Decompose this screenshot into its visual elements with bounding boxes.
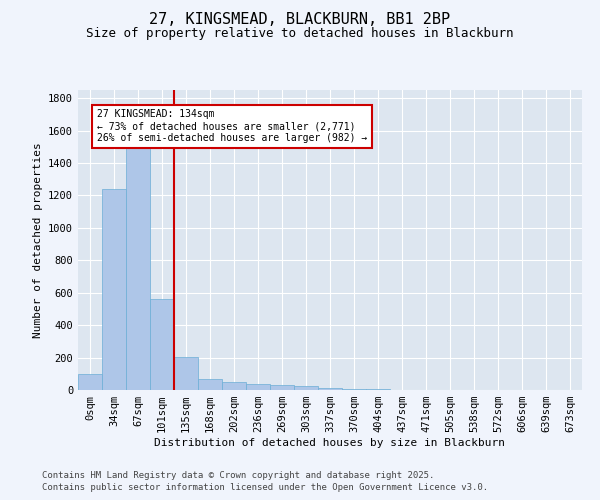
X-axis label: Distribution of detached houses by size in Blackburn: Distribution of detached houses by size … <box>155 438 505 448</box>
Bar <box>222 382 246 390</box>
Text: 27, KINGSMEAD, BLACKBURN, BB1 2BP: 27, KINGSMEAD, BLACKBURN, BB1 2BP <box>149 12 451 28</box>
Bar <box>318 388 342 390</box>
Bar <box>246 384 270 390</box>
Text: Contains HM Land Registry data © Crown copyright and database right 2025.: Contains HM Land Registry data © Crown c… <box>42 471 434 480</box>
Y-axis label: Number of detached properties: Number of detached properties <box>32 142 43 338</box>
Bar <box>198 380 222 390</box>
Bar <box>342 389 366 390</box>
Bar <box>174 357 198 390</box>
Bar <box>78 374 102 390</box>
Text: Contains public sector information licensed under the Open Government Licence v3: Contains public sector information licen… <box>42 484 488 492</box>
Bar <box>150 299 174 390</box>
Bar <box>270 385 294 390</box>
Bar <box>294 386 318 390</box>
Text: 27 KINGSMEAD: 134sqm
← 73% of detached houses are smaller (2,771)
26% of semi-de: 27 KINGSMEAD: 134sqm ← 73% of detached h… <box>97 110 367 142</box>
Text: Size of property relative to detached houses in Blackburn: Size of property relative to detached ho… <box>86 28 514 40</box>
Bar <box>126 145 150 390</box>
Bar <box>366 389 390 390</box>
Bar <box>102 189 126 390</box>
